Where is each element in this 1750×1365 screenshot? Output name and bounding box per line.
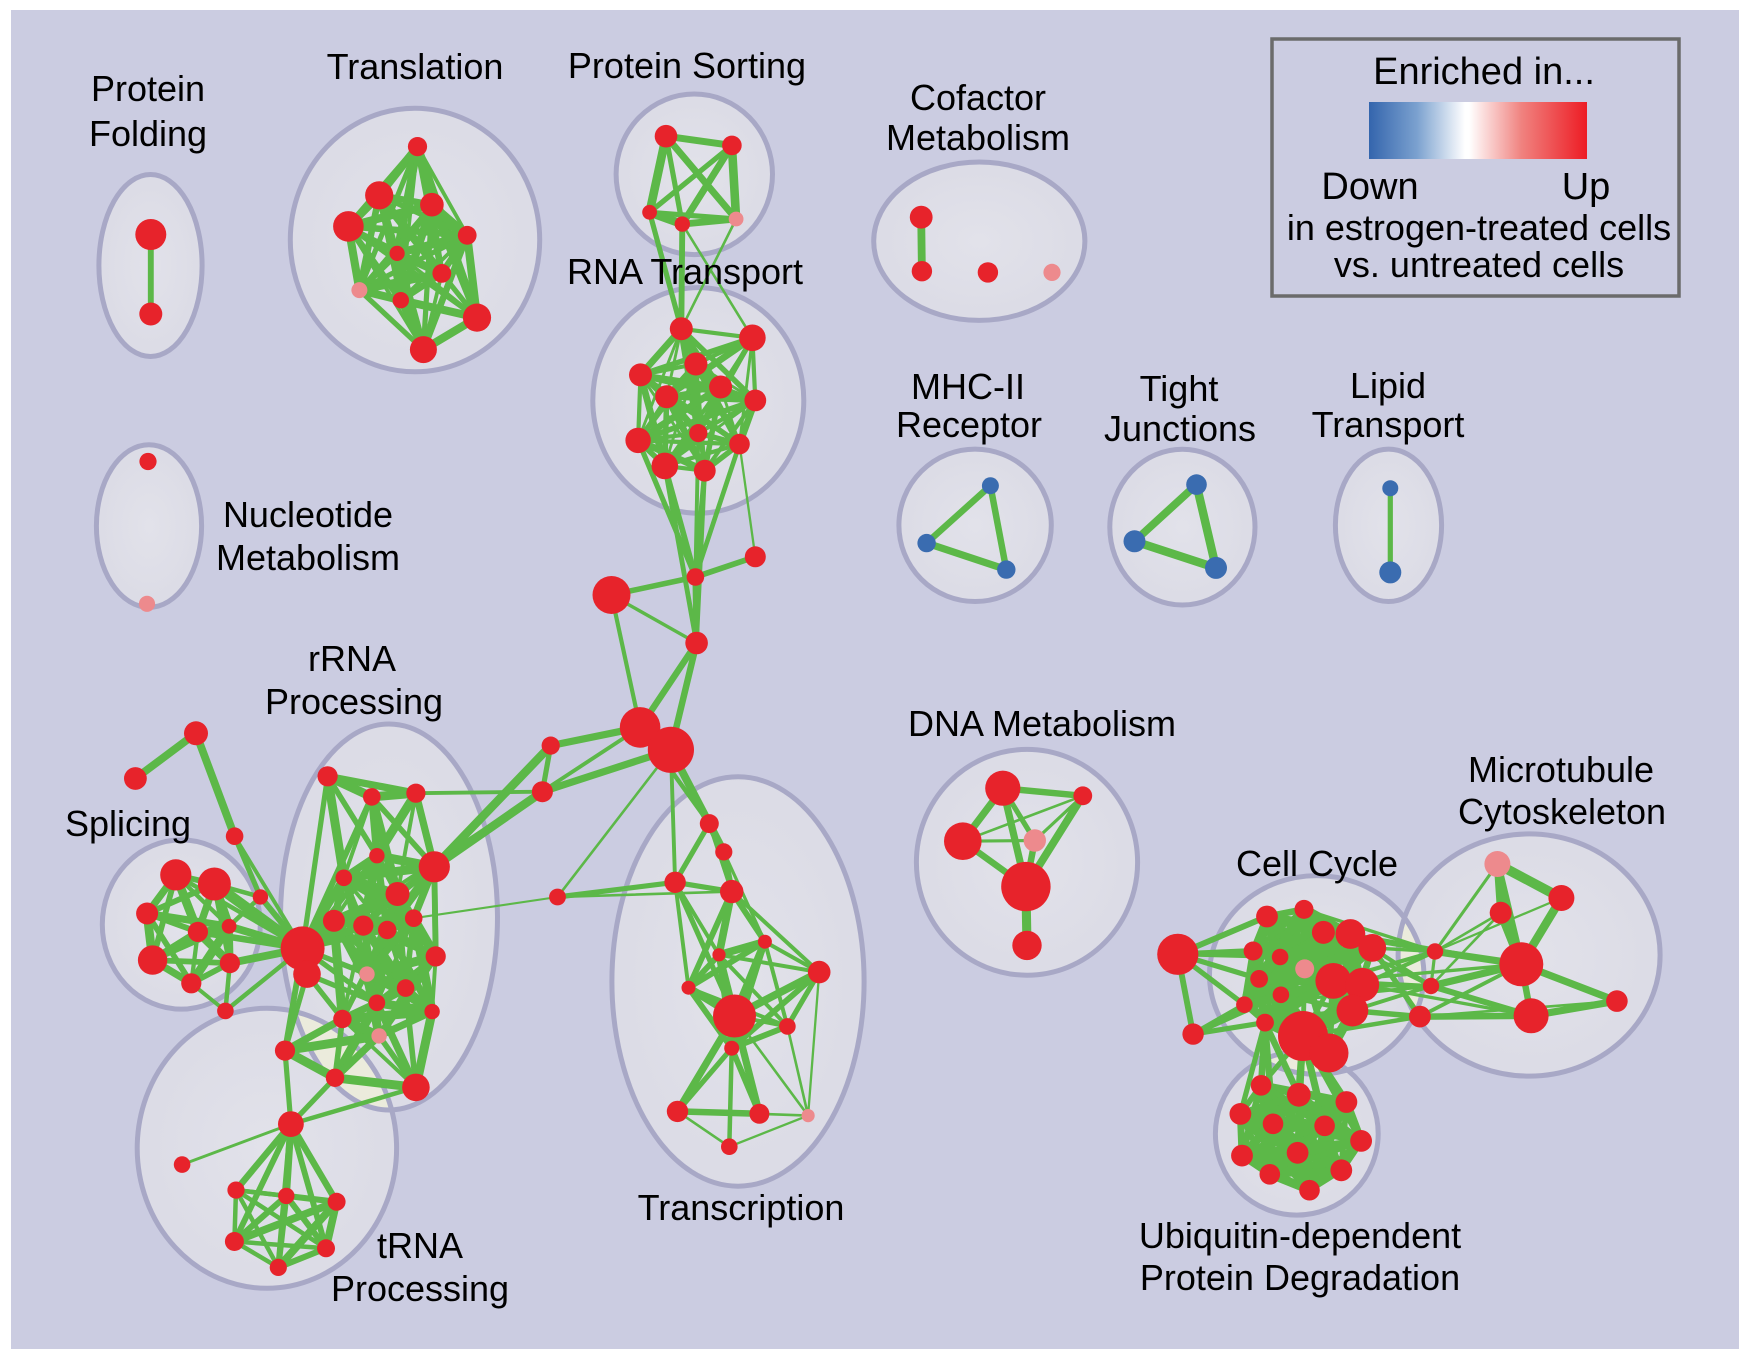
svg-text:Cell Cycle: Cell Cycle xyxy=(1236,843,1398,884)
svg-text:Processing: Processing xyxy=(265,681,443,722)
svg-text:Nucleotide: Nucleotide xyxy=(223,494,393,535)
svg-text:Up: Up xyxy=(1562,166,1611,208)
svg-text:DNA Metabolism: DNA Metabolism xyxy=(908,703,1176,744)
svg-text:Down: Down xyxy=(1321,166,1418,208)
svg-text:Cytoskeleton: Cytoskeleton xyxy=(1458,791,1666,832)
svg-text:Microtubule: Microtubule xyxy=(1468,749,1654,790)
svg-text:Enriched in...: Enriched in... xyxy=(1373,51,1595,93)
svg-text:Metabolism: Metabolism xyxy=(886,117,1070,158)
svg-text:Cofactor: Cofactor xyxy=(910,77,1046,118)
svg-text:RNA Transport: RNA Transport xyxy=(567,251,803,292)
svg-text:Metabolism: Metabolism xyxy=(216,537,400,578)
svg-text:Receptor: Receptor xyxy=(896,404,1042,445)
svg-text:Processing: Processing xyxy=(331,1268,509,1309)
svg-text:Folding: Folding xyxy=(89,113,207,154)
svg-text:Protein: Protein xyxy=(91,68,205,109)
svg-text:Translation: Translation xyxy=(327,46,504,87)
svg-text:Protein Sorting: Protein Sorting xyxy=(568,45,806,86)
svg-text:Transcription: Transcription xyxy=(638,1187,845,1228)
svg-text:Splicing: Splicing xyxy=(65,803,191,844)
svg-text:rRNA: rRNA xyxy=(308,638,396,679)
svg-text:Ubiquitin-dependent: Ubiquitin-dependent xyxy=(1139,1215,1461,1256)
svg-text:Lipid: Lipid xyxy=(1350,365,1426,406)
svg-text:Junctions: Junctions xyxy=(1104,408,1256,449)
svg-text:Protein Degradation: Protein Degradation xyxy=(1140,1257,1460,1298)
svg-text:MHC-II: MHC-II xyxy=(911,366,1025,407)
svg-text:vs. untreated cells: vs. untreated cells xyxy=(1334,244,1624,285)
svg-text:Transport: Transport xyxy=(1312,404,1465,445)
svg-text:Tight: Tight xyxy=(1140,368,1219,409)
svg-text:tRNA: tRNA xyxy=(377,1225,463,1266)
svg-text:in estrogen-treated cells: in estrogen-treated cells xyxy=(1287,207,1671,248)
